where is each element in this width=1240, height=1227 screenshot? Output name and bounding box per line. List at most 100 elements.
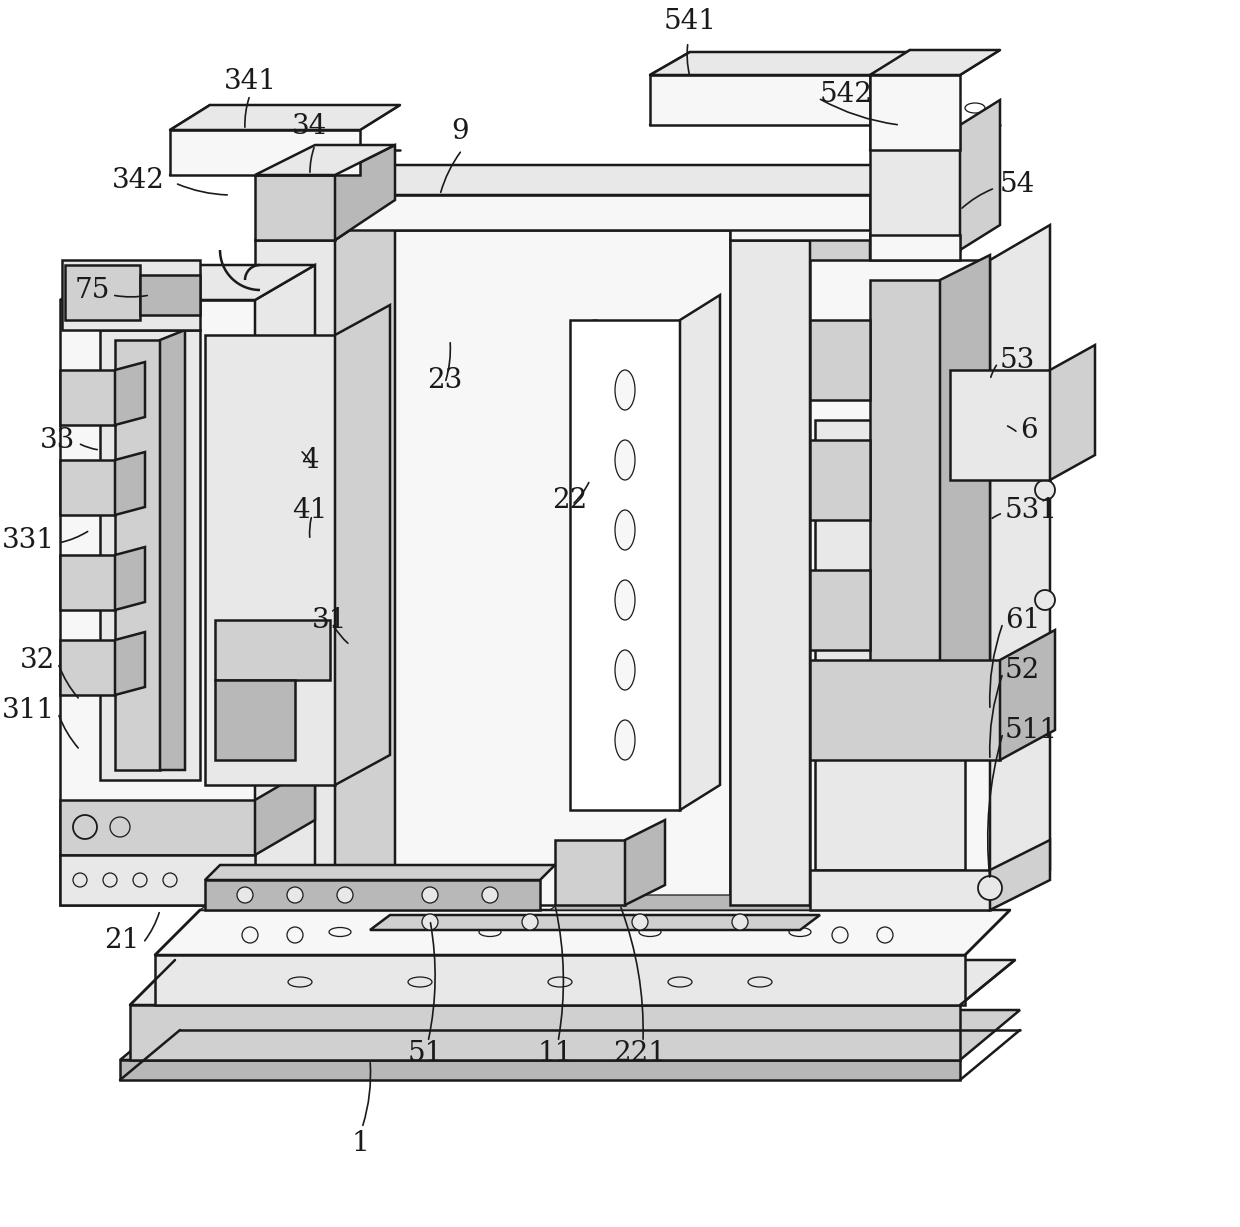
Polygon shape [370,915,820,930]
Text: 9: 9 [451,118,469,145]
Polygon shape [60,855,255,906]
Polygon shape [810,660,999,760]
Polygon shape [120,1060,960,1080]
Polygon shape [215,680,295,760]
Polygon shape [215,620,330,680]
Polygon shape [255,175,335,240]
Text: 511: 511 [1004,717,1058,744]
Polygon shape [60,299,255,906]
Polygon shape [62,260,200,330]
Polygon shape [170,130,360,175]
Polygon shape [229,958,495,980]
Polygon shape [205,880,539,910]
Polygon shape [556,840,625,906]
Polygon shape [335,145,396,240]
Text: 23: 23 [428,367,463,394]
Polygon shape [999,629,1055,760]
Polygon shape [730,200,870,240]
Text: 53: 53 [999,346,1035,373]
Ellipse shape [579,420,611,480]
Polygon shape [730,240,810,906]
Polygon shape [155,955,965,1005]
Polygon shape [115,340,160,771]
Polygon shape [650,75,870,125]
Ellipse shape [615,650,635,690]
Text: 52: 52 [1004,656,1040,683]
Text: 531: 531 [1004,497,1058,524]
Polygon shape [1050,345,1095,480]
Text: 542: 542 [820,81,873,108]
Circle shape [482,887,498,903]
Text: 1: 1 [351,1130,368,1157]
Polygon shape [335,229,730,906]
Circle shape [422,887,438,903]
Text: 221: 221 [614,1040,667,1067]
Polygon shape [810,571,870,650]
Polygon shape [205,865,556,880]
Polygon shape [170,106,401,130]
Circle shape [522,914,538,930]
Ellipse shape [615,510,635,550]
Text: 311: 311 [2,697,55,724]
Circle shape [233,698,277,742]
Polygon shape [650,52,910,75]
Polygon shape [60,460,115,515]
Text: 6: 6 [1021,416,1038,443]
Polygon shape [255,200,396,240]
Polygon shape [155,910,1011,955]
Polygon shape [130,1005,960,1060]
Polygon shape [870,75,960,150]
Polygon shape [310,195,870,229]
Circle shape [246,710,265,730]
Text: 51: 51 [407,1040,443,1067]
Polygon shape [255,240,335,906]
Text: 4: 4 [301,447,319,474]
Polygon shape [810,200,870,906]
Ellipse shape [615,720,635,760]
Polygon shape [120,1010,1021,1060]
Polygon shape [810,870,990,910]
Ellipse shape [579,320,611,380]
Text: 541: 541 [663,9,717,36]
Text: 54: 54 [999,172,1035,199]
Text: 32: 32 [20,647,55,674]
Polygon shape [335,306,391,785]
Polygon shape [140,275,200,315]
Circle shape [732,914,748,930]
Polygon shape [60,800,255,855]
Polygon shape [810,440,870,520]
Ellipse shape [615,440,635,480]
Circle shape [286,887,303,903]
Polygon shape [115,632,145,694]
Polygon shape [960,99,999,250]
Polygon shape [60,265,315,299]
Text: 342: 342 [112,167,165,194]
Polygon shape [551,894,839,910]
Polygon shape [130,960,1016,1005]
Polygon shape [115,362,145,425]
Text: 33: 33 [40,427,74,454]
Polygon shape [310,164,920,195]
Polygon shape [570,320,680,810]
Text: 341: 341 [223,67,277,94]
Circle shape [1035,590,1055,610]
Circle shape [632,914,649,930]
Polygon shape [200,894,500,910]
Polygon shape [870,50,999,75]
Text: 331: 331 [2,526,55,553]
Polygon shape [60,555,115,610]
Polygon shape [64,265,140,320]
Polygon shape [60,640,115,694]
Text: 61: 61 [1004,606,1040,633]
Polygon shape [255,265,315,906]
Polygon shape [730,200,870,240]
Polygon shape [815,420,965,870]
Circle shape [978,876,1002,899]
Polygon shape [810,320,870,400]
Polygon shape [870,236,960,260]
Text: 34: 34 [293,113,327,140]
Polygon shape [255,145,396,175]
Polygon shape [990,225,1050,906]
Polygon shape [680,294,720,810]
Ellipse shape [615,371,635,410]
